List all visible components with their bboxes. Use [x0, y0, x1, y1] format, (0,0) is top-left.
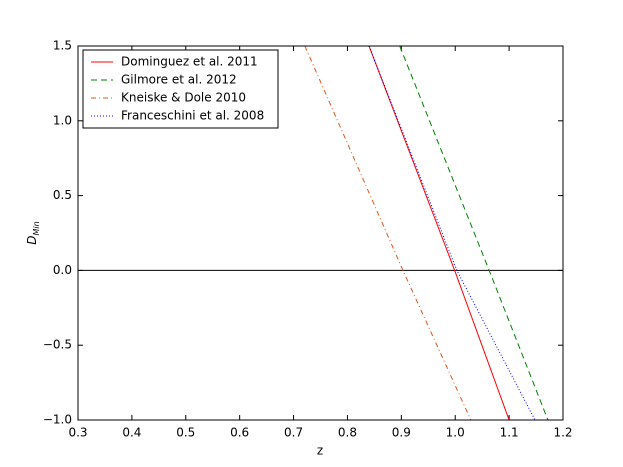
x-tick-label: 1.0 — [446, 426, 465, 440]
x-tick-label: 0.9 — [392, 426, 411, 440]
y-label-main: D — [25, 235, 39, 244]
x-tick-label: 0.5 — [176, 426, 195, 440]
y-tick-label: 0.0 — [53, 263, 72, 277]
y-tick-label: 1.0 — [53, 113, 72, 127]
x-tick-label: 1.1 — [500, 426, 519, 440]
y-tick-label: 1.5 — [53, 39, 72, 53]
x-tick-label: 0.8 — [338, 426, 357, 440]
legend-label: Franceschini et al. 2008 — [121, 109, 264, 123]
legend-label: Gilmore et al. 2012 — [121, 73, 237, 87]
y-axis-label: DMin — [25, 221, 41, 244]
x-tick-label: 0.6 — [230, 426, 249, 440]
y-tick-label: −0.5 — [43, 338, 72, 352]
x-tick-label: 0.4 — [122, 426, 141, 440]
y-axis-label-main: DMin — [25, 221, 41, 244]
data-line — [368, 46, 536, 420]
data-line — [399, 46, 549, 420]
data-line — [304, 46, 472, 420]
y-tick-label: −1.0 — [43, 413, 72, 427]
plot-frame — [77, 45, 564, 421]
legend-box — [82, 49, 279, 129]
x-tick-label: 1.2 — [553, 426, 572, 440]
x-tick-label: 0.3 — [68, 426, 87, 440]
legend-label: Kneiske & Dole 2010 — [121, 91, 246, 105]
x-axis-label: z — [317, 444, 323, 458]
legend-label: Dominguez et al. 2011 — [121, 55, 258, 69]
data-line — [368, 46, 510, 420]
y-tick-label: 0.5 — [53, 188, 72, 202]
y-label-sub: Min — [32, 221, 41, 235]
x-tick-label: 0.7 — [284, 426, 303, 440]
